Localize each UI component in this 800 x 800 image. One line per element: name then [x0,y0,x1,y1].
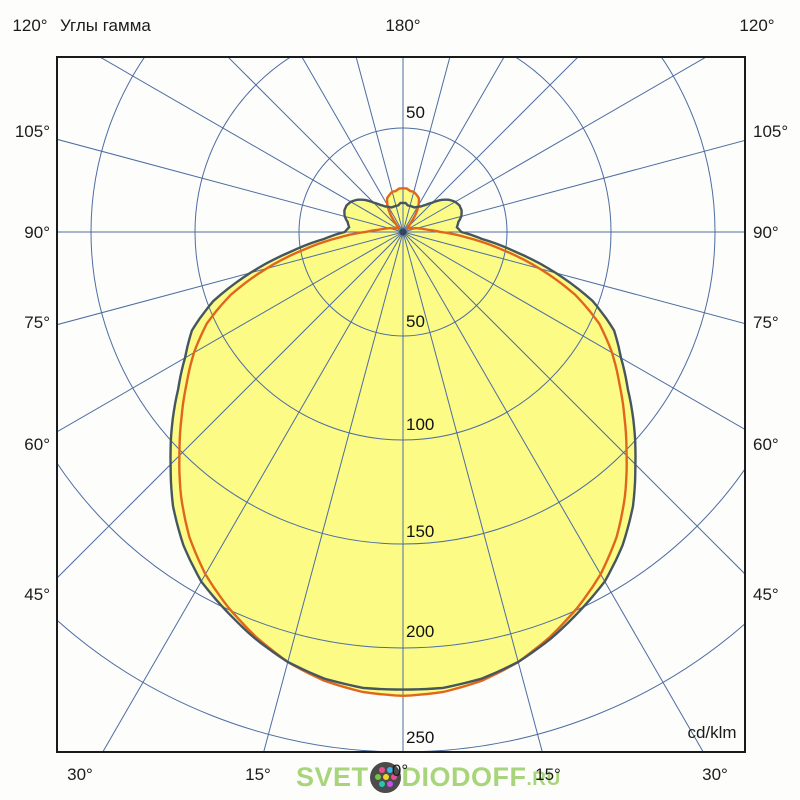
curve-c90-c270 [178,187,628,698]
gamma-label-bottom-30r: 30° [702,765,728,784]
ring-label-150: 150 [406,522,435,541]
watermark-text-post: DIODOFF [401,761,527,792]
watermark: SVET DIODOFF .RU [296,760,561,794]
watermark-tld: .RU [526,769,561,790]
chart-title: Углы гамма [60,16,151,35]
gamma-label-right-75: 75° [753,313,779,332]
gamma-label-top-left: 120° [12,16,48,35]
gamma-label-left-75: 75° [24,313,50,332]
gamma-label-bottom-15l: 15° [245,765,271,784]
gamma-label-bottom-15r: 15° [535,765,561,784]
gamma-label-left-45: 45° [24,585,50,604]
gamma-label-180: 180° [385,16,421,35]
ring-label-200: 200 [406,622,435,641]
units-label: cd/klm [687,723,737,742]
gamma-label-right-90: 90° [753,223,779,242]
gamma-label-right-105: 105° [753,122,789,141]
gamma-label-right-45: 45° [753,585,779,604]
led-logo-icon [369,761,401,793]
gamma-label-top-right: 120° [739,16,775,35]
gamma-label-right-60: 60° [753,435,779,454]
gamma-label-bottom-30l: 30° [67,765,93,784]
watermark-text-pre: SVET [296,761,369,792]
gamma-label-left-90: 90° [24,223,50,242]
ring-label-100: 100 [406,415,435,434]
curve-c0-c180 [169,198,637,691]
ring-label-50: 50 [406,312,425,331]
ring-label-50-top: 50 [406,103,425,122]
gamma-label-left-60: 60° [24,435,50,454]
gamma-label-bottom-0: 0° [391,761,409,780]
plot-frame [56,56,746,753]
pole-dot [399,228,407,236]
ring-label-250: 250 [406,728,435,747]
gamma-label-left-105: 105° [14,122,50,141]
